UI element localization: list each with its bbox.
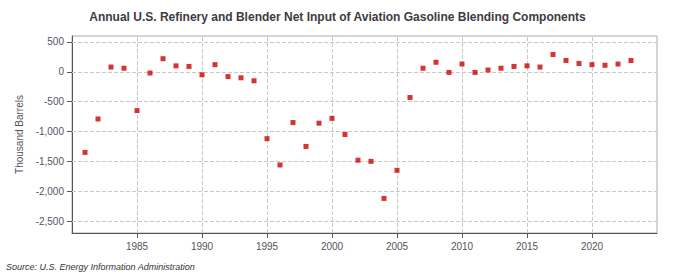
svg-text:2000: 2000 [321,241,344,252]
svg-text:Thousand Barrels: Thousand Barrels [14,95,25,174]
svg-text:-2,000: -2,000 [36,186,65,197]
svg-text:2020: 2020 [581,241,604,252]
svg-text:500: 500 [47,36,64,47]
svg-text:-2,500: -2,500 [36,216,65,227]
svg-text:2005: 2005 [386,241,409,252]
svg-text:1995: 1995 [256,241,279,252]
svg-text:-1,500: -1,500 [36,156,65,167]
svg-text:1985: 1985 [126,241,149,252]
svg-text:-1,000: -1,000 [36,126,65,137]
svg-text:0: 0 [58,66,64,77]
svg-text:Source: U.S. Energy Informatio: Source: U.S. Energy Information Administ… [6,262,195,272]
svg-text:2010: 2010 [451,241,474,252]
svg-text:1990: 1990 [191,241,214,252]
svg-text:Annual U.S. Refinery and Blend: Annual U.S. Refinery and Blender Net Inp… [89,10,586,24]
svg-text:-500: -500 [44,96,64,107]
svg-text:2015: 2015 [516,241,539,252]
